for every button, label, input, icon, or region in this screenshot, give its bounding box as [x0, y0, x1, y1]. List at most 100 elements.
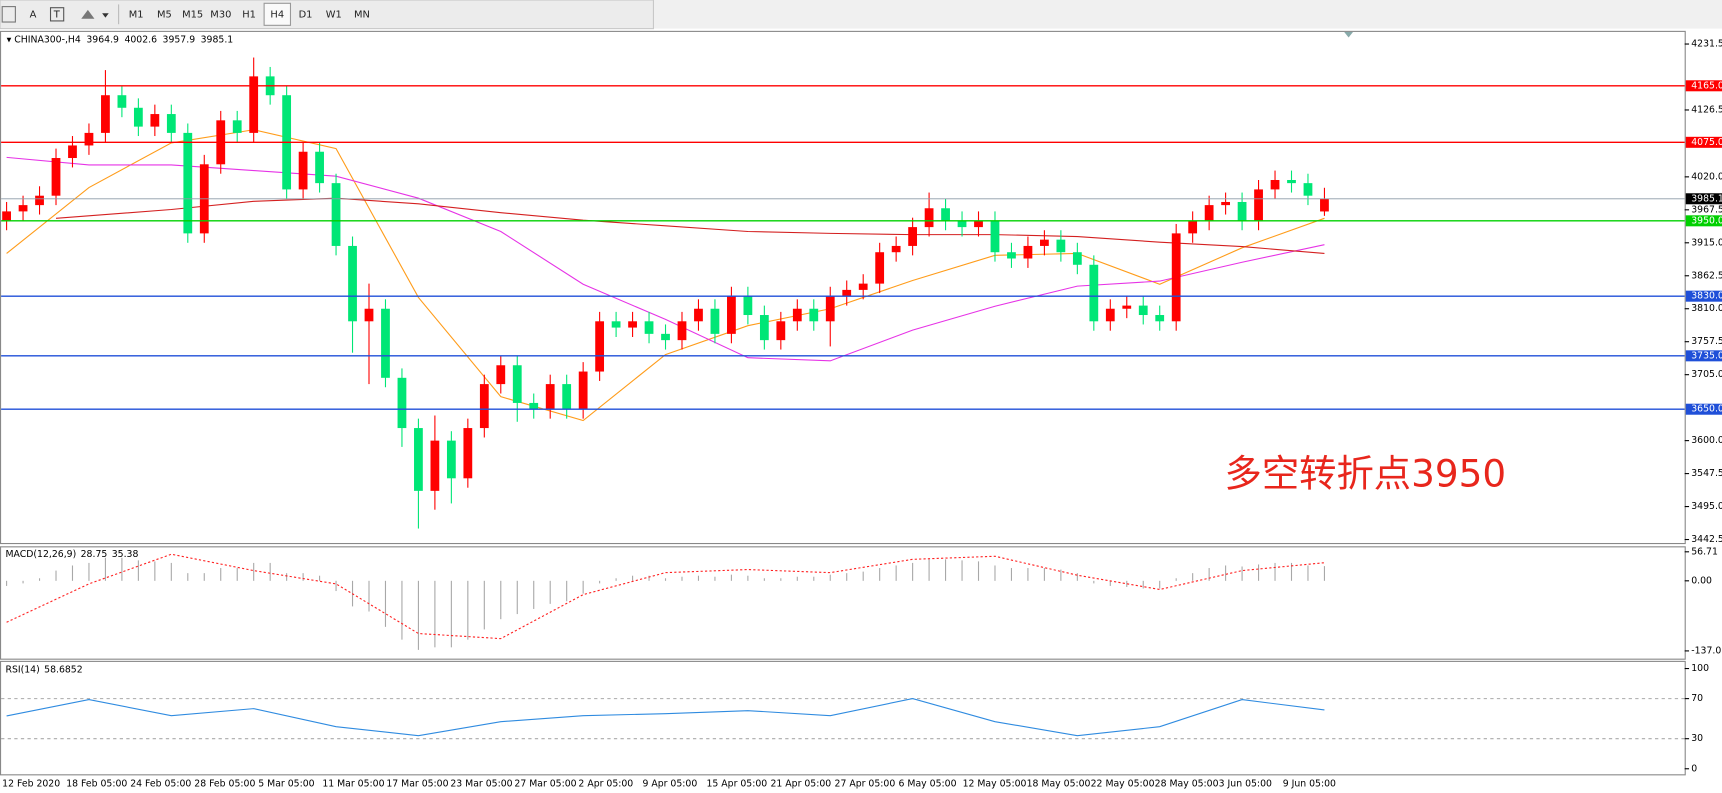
candle-body: [1155, 315, 1165, 322]
level-tag: [1685, 136, 1722, 148]
timeframe-button[interactable]: M5: [157, 9, 172, 20]
y-tick-label: 3705.0: [1691, 369, 1722, 380]
candle-body: [84, 132, 94, 146]
candle-body: [644, 321, 654, 334]
timeframe-button[interactable]: W1: [326, 9, 342, 20]
candle-body: [974, 220, 983, 228]
y-tick-label: 30: [1691, 733, 1703, 744]
candle-body: [611, 321, 621, 328]
y-tick-label: 3810.0: [1691, 303, 1722, 314]
macd-header: MACD(12,26,9) 28.75 35.38: [5, 548, 138, 559]
crosshair-icon: [1, 6, 16, 23]
header-high: 4002.6: [124, 34, 157, 45]
level-label: 4075.0: [1691, 137, 1722, 148]
shift-marker: [1344, 31, 1353, 38]
candle-body: [1105, 308, 1115, 322]
signal-value: 35.38: [112, 548, 139, 559]
x-tick-label: 18 May 05:00: [1027, 779, 1091, 790]
candle-body: [677, 321, 687, 341]
macd-title: MACD(12,26,9): [5, 548, 76, 559]
x-tick-label: 9 Apr 05:00: [642, 779, 697, 790]
x-tick-label: 5 Mar 05:00: [258, 779, 314, 790]
candle-body: [117, 95, 127, 108]
candle-body: [875, 252, 885, 284]
moving-average: [55, 197, 1325, 255]
current-price-label: 3985.1: [1691, 193, 1722, 204]
candle-body: [298, 151, 308, 190]
x-tick-label: 15 Apr 05:00: [706, 779, 767, 790]
candle-body: [1007, 252, 1016, 259]
timeframe-button[interactable]: D1: [299, 9, 313, 20]
candle-body: [479, 384, 489, 429]
x-tick-label: 9 Jun 05:00: [1283, 779, 1336, 790]
candle-body: [1040, 239, 1049, 246]
y-tick-label: 3600.0: [1691, 435, 1722, 446]
candle-body: [990, 220, 1000, 253]
candle-body: [694, 308, 703, 322]
y-tick-label: 4126.5: [1691, 104, 1722, 115]
candle-body: [512, 365, 522, 403]
current-price-tag: [1685, 193, 1722, 205]
dropdown-arrow: [102, 13, 109, 18]
candle-body: [1221, 201, 1230, 206]
header-close: 3985.1: [201, 34, 234, 45]
y-tick-label: 3757.5: [1691, 336, 1722, 347]
candle-body: [529, 402, 539, 410]
timeframe-button[interactable]: H4: [270, 9, 284, 20]
macd-signal: [6, 553, 1325, 640]
x-tick-label: 27 Apr 05:00: [835, 779, 896, 790]
candle-body: [562, 384, 572, 410]
candle-body: [727, 296, 736, 334]
x-tick-label: 27 Mar 05:00: [514, 779, 576, 790]
candle-body: [430, 440, 440, 491]
active-timeframe: [263, 2, 292, 26]
toolbar: A T M1 M5 M15 M30 H1 H4 D1 W1 MN: [0, 0, 1722, 30]
timeframe-button[interactable]: MN: [354, 9, 370, 20]
candle-body: [183, 132, 193, 234]
level-label: 3650.0: [1691, 404, 1722, 415]
candle-body: [381, 308, 390, 378]
timeframe-button[interactable]: M30: [210, 9, 231, 20]
candle-body: [825, 296, 835, 322]
candle-body: [1188, 220, 1198, 234]
label-tool[interactable]: T: [49, 7, 65, 22]
candle-body: [101, 95, 110, 133]
level-label: 4165.0: [1691, 80, 1722, 91]
candle-body: [776, 321, 786, 341]
candle-body: [809, 308, 819, 322]
level-tag: [1685, 290, 1722, 302]
label-icon: [49, 7, 65, 22]
y-tick-label: 3915.0: [1691, 237, 1722, 248]
chart-header: ▾ CHINA300-,H4 3964.9 4002.6 3957.9 3985.1: [7, 34, 234, 45]
symbol-title: CHINA300-,H4: [14, 34, 81, 45]
candle-body: [133, 107, 143, 127]
timeframe-button[interactable]: M15: [182, 9, 203, 20]
text-tool[interactable]: A: [30, 9, 37, 20]
macd-panel: [0, 546, 1686, 660]
x-tick-label: 17 Mar 05:00: [386, 779, 448, 790]
x-tick-label: 2 Apr 05:00: [578, 779, 633, 790]
candle-body: [150, 114, 160, 127]
timeframe-button[interactable]: M1: [129, 9, 144, 20]
candle-body: [1089, 264, 1099, 322]
candle-body: [249, 76, 259, 133]
annotation: 多空转折点3950: [1225, 451, 1507, 495]
crosshair-tool[interactable]: [1, 6, 16, 23]
candle-body: [232, 120, 242, 133]
candle-body: [628, 321, 637, 328]
level-tag: [1685, 80, 1722, 92]
rsi-header: RSI(14) 58.6852: [5, 664, 82, 675]
candle-body: [1138, 305, 1148, 316]
candle-body: [1287, 179, 1296, 184]
candle-body: [759, 315, 769, 341]
shapes-tool[interactable]: [81, 9, 109, 19]
candle-body: [446, 440, 456, 479]
timeframe-button[interactable]: H1: [242, 9, 256, 20]
x-tick-label: 23 Mar 05:00: [450, 779, 512, 790]
candle-body: [957, 220, 967, 228]
y-tick-label: 3547.5: [1691, 468, 1722, 479]
candle-body: [792, 308, 802, 322]
